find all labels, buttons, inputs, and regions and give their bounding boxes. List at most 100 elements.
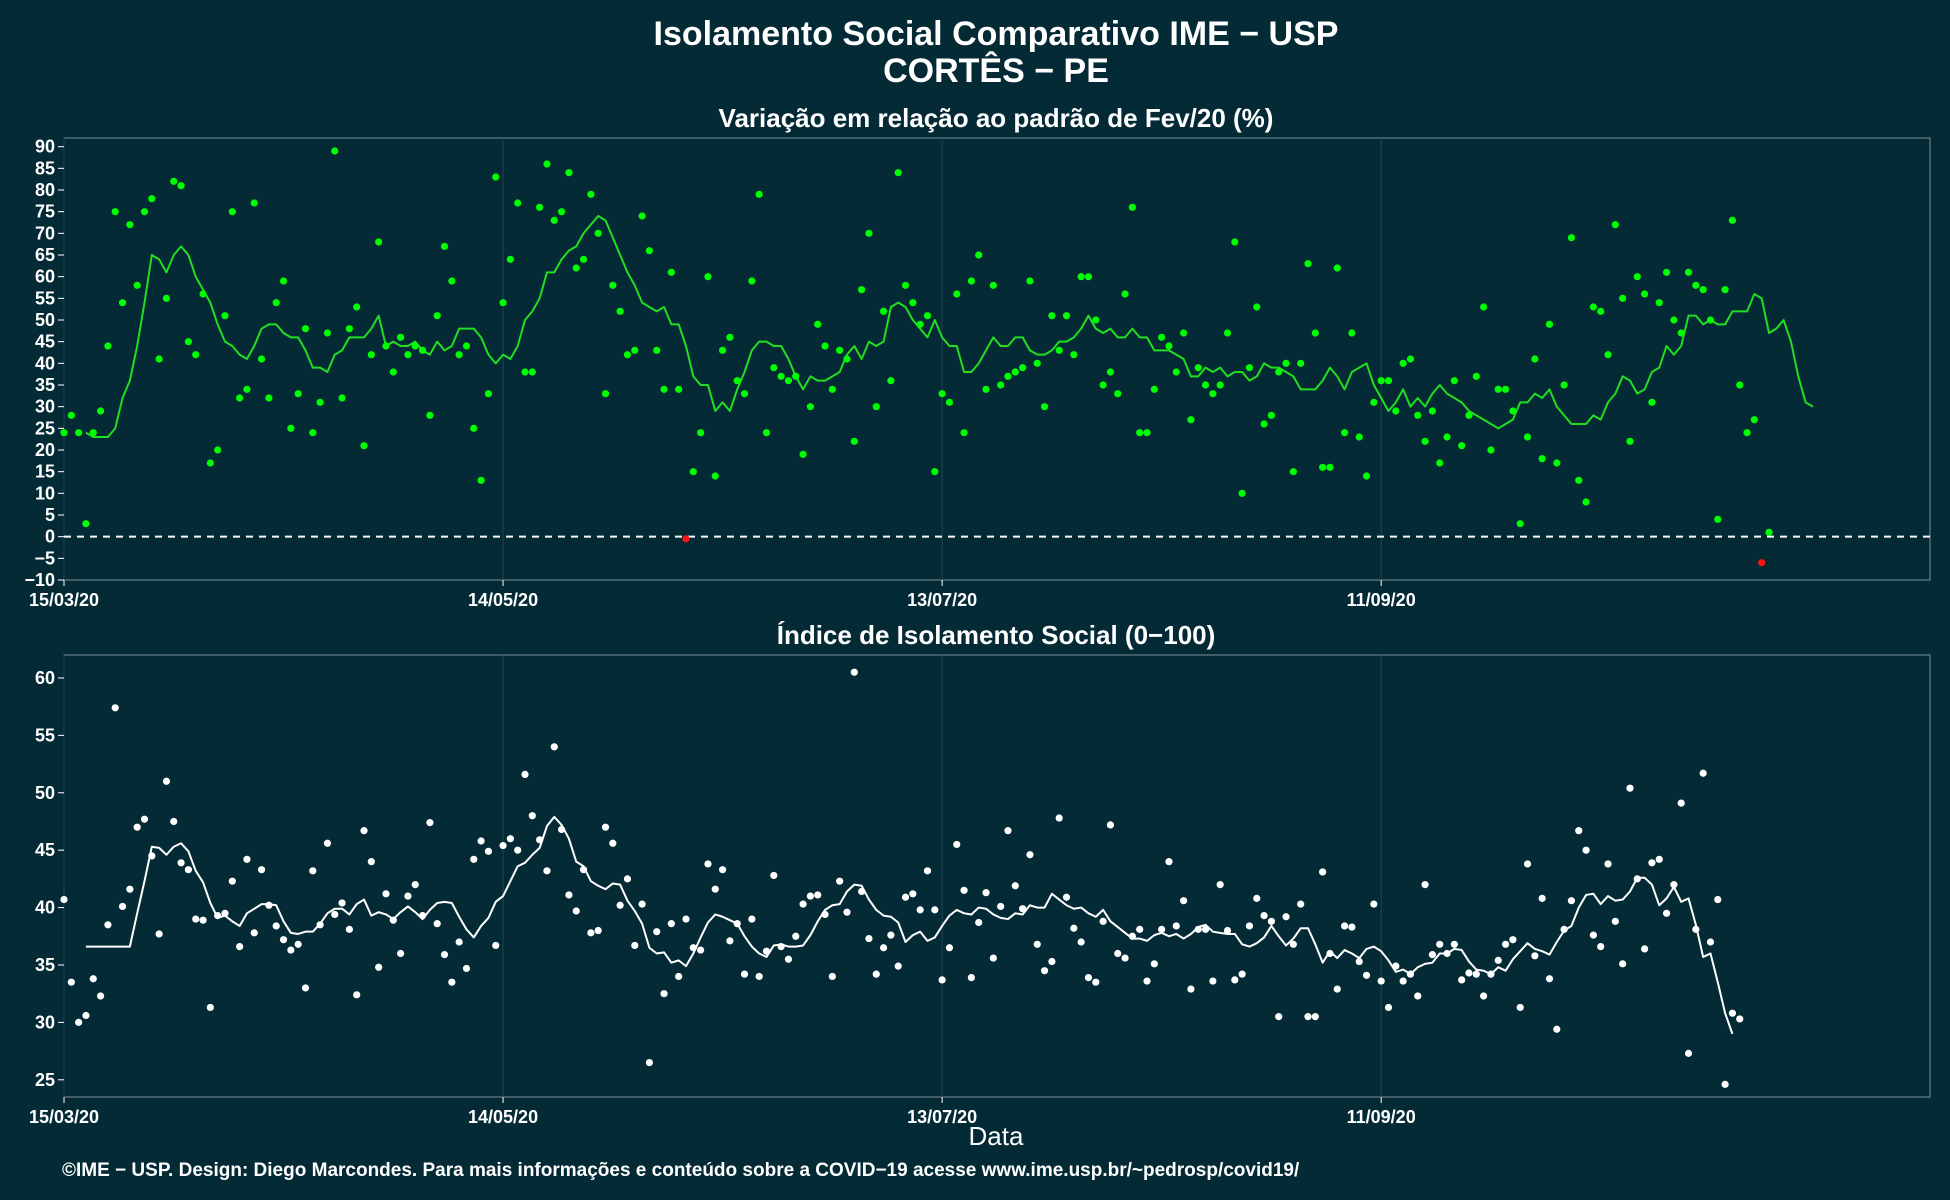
bottom-data-point <box>1414 992 1422 1000</box>
top-data-point <box>770 364 778 372</box>
top-data-point <box>1253 303 1261 311</box>
bottom-data-point <box>1084 974 1093 982</box>
bottom-data-point <box>206 1003 214 1012</box>
top-data-point <box>1501 385 1510 393</box>
top-y-tick-label: 80 <box>35 180 55 200</box>
top-data-point <box>1721 286 1729 294</box>
top-data-point <box>1297 359 1305 367</box>
bottom-data-point <box>1238 970 1246 978</box>
top-data-point <box>1040 403 1049 411</box>
top-data-point <box>1019 364 1027 372</box>
top-data-point <box>1084 273 1093 281</box>
top-data-point <box>718 346 727 354</box>
top-data-point <box>909 299 917 307</box>
top-y-tick-label: −5 <box>34 548 55 568</box>
top-moving-average-line <box>85 215 1814 438</box>
top-data-point <box>821 342 829 350</box>
bottom-data-point <box>982 889 990 897</box>
top-data-point <box>331 147 339 155</box>
bottom-data-point <box>492 941 500 950</box>
bottom-data-point <box>806 892 815 900</box>
top-data-point <box>740 390 749 398</box>
bottom-data-point <box>938 976 946 984</box>
footer-credits: ©IME − USP. Design: Diego Marcondes. Par… <box>62 1160 1300 1181</box>
top-data-point <box>1333 264 1341 272</box>
panel-top-title: Variação em relação ao padrão de Fev/20 … <box>719 103 1274 133</box>
bottom-data-point <box>1699 769 1707 777</box>
top-data-point <box>1494 385 1502 393</box>
top-data-point <box>257 355 266 363</box>
top-data-point <box>236 394 244 402</box>
bottom-data-point <box>228 877 236 885</box>
top-data-point <box>1641 290 1649 298</box>
bottom-data-point <box>916 906 924 914</box>
top-data-point <box>836 346 844 354</box>
bottom-data-point <box>1509 936 1517 944</box>
top-data-point <box>1180 329 1188 337</box>
top-data-point <box>1538 455 1546 463</box>
bottom-data-point <box>499 841 507 850</box>
top-data-point <box>1589 303 1597 311</box>
bottom-data-point <box>967 974 975 982</box>
bottom-data-point <box>1062 893 1071 901</box>
top-data-point <box>360 442 368 450</box>
top-y-tick-label: 15 <box>35 462 55 482</box>
bottom-data-point <box>1267 917 1276 925</box>
top-data-point <box>1128 203 1136 211</box>
bottom-data-point <box>1026 851 1034 859</box>
top-data-point <box>792 372 800 380</box>
bottom-data-point <box>1033 940 1041 948</box>
top-data-point <box>1319 463 1327 471</box>
top-data-point <box>1275 368 1283 376</box>
top-data-point <box>279 277 288 285</box>
bottom-data-point <box>748 915 756 923</box>
top-data-point <box>667 268 675 276</box>
bottom-data-point <box>550 743 558 751</box>
top-data-point <box>1750 416 1758 424</box>
top-data-point <box>1392 407 1400 415</box>
top-data-point <box>206 459 214 467</box>
bottom-data-point <box>1158 925 1166 933</box>
top-data-point <box>1487 446 1495 454</box>
bottom-data-point <box>1136 925 1144 933</box>
bottom-data-point <box>1516 1003 1524 1012</box>
top-data-point <box>1070 351 1078 359</box>
bottom-data-point <box>843 908 851 916</box>
bottom-data-point <box>1180 897 1188 905</box>
bottom-data-point <box>1553 1025 1561 1033</box>
bottom-data-point <box>1362 971 1371 979</box>
top-data-point <box>184 338 192 346</box>
top-data-point <box>133 281 141 289</box>
top-data-point <box>872 403 880 411</box>
bottom-data-point <box>1187 985 1195 993</box>
bottom-data-point <box>770 871 778 880</box>
bottom-data-point <box>1736 1015 1744 1023</box>
bottom-data-point <box>1406 970 1415 978</box>
top-data-point <box>1480 303 1488 311</box>
top-data-point <box>879 307 888 315</box>
top-data-point <box>199 290 207 298</box>
bottom-data-point <box>1670 881 1678 889</box>
top-data-point <box>1450 377 1458 385</box>
bottom-data-point <box>287 946 295 954</box>
top-data-point <box>1172 368 1180 376</box>
top-data-point <box>1260 420 1268 428</box>
top-data-point <box>1033 359 1041 367</box>
bottom-data-point <box>1472 970 1480 978</box>
top-data-point <box>1728 216 1737 224</box>
bottom-data-point <box>214 912 222 920</box>
top-data-point <box>1384 377 1393 385</box>
top-data-point <box>104 342 112 350</box>
top-data-point <box>499 299 507 307</box>
top-data-point <box>1604 351 1612 359</box>
bottom-data-point <box>236 943 244 951</box>
main-title: Isolamento Social Comparativo IME − USP <box>654 15 1339 53</box>
bottom-data-point <box>375 963 383 971</box>
bottom-data-point <box>923 867 932 875</box>
bottom-data-point <box>418 912 427 920</box>
bottom-data-point <box>1319 868 1327 876</box>
bottom-data-point <box>1040 967 1049 975</box>
bottom-data-point <box>989 954 997 962</box>
top-data-point <box>462 342 471 350</box>
top-data-point <box>945 398 954 406</box>
